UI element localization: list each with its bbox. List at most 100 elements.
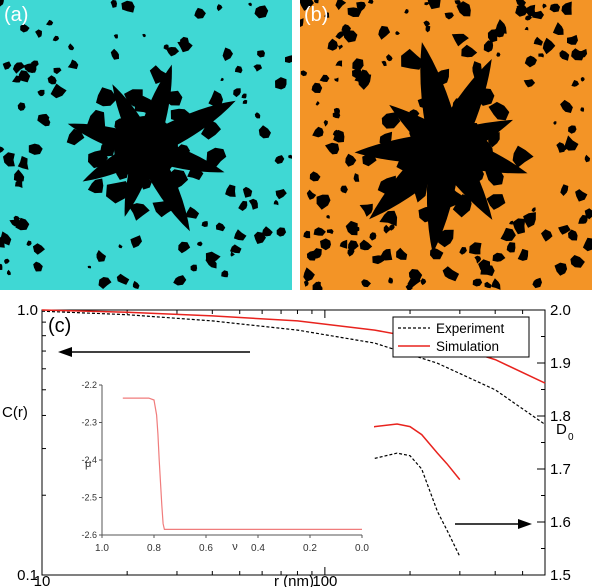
- small-domain: [6, 269, 11, 276]
- central-dendritic-domain: [66, 64, 236, 232]
- small-domain: [177, 41, 193, 53]
- small-domain: [222, 47, 233, 61]
- small-domain: [3, 152, 15, 167]
- small-domain: [320, 238, 331, 251]
- domain-branch: [96, 87, 118, 107]
- domain-branch: [106, 181, 132, 204]
- small-domain: [53, 67, 62, 75]
- y-right-tick-label: 1.6: [550, 514, 571, 531]
- small-domain: [474, 255, 482, 264]
- small-domain: [335, 60, 343, 67]
- domain-branch: [409, 179, 428, 203]
- small-domain: [472, 278, 483, 287]
- small-domain: [313, 227, 326, 236]
- small-domain: [395, 31, 400, 35]
- small-domain: [258, 125, 271, 139]
- small-domain: [0, 231, 12, 246]
- small-domain: [234, 65, 243, 74]
- small-domain: [337, 44, 343, 50]
- small-domain: [68, 43, 75, 51]
- domain-branch: [362, 153, 377, 167]
- small-domain: [12, 62, 26, 74]
- domain-branch: [488, 132, 500, 148]
- small-domain: [341, 24, 351, 33]
- small-domain: [509, 220, 514, 225]
- small-domain: [396, 247, 408, 260]
- small-domain: [525, 15, 532, 21]
- domain-branch: [165, 169, 189, 190]
- small-domain: [353, 173, 360, 182]
- small-domain: [0, 146, 5, 153]
- domain-branch: [488, 101, 510, 121]
- small-domain: [454, 0, 461, 5]
- small-domain: [116, 273, 130, 285]
- central-dendritic-domain: [354, 42, 534, 254]
- small-domain: [423, 20, 431, 28]
- small-domain: [31, 60, 39, 67]
- small-domain: [484, 281, 492, 289]
- domain-branch: [466, 123, 480, 133]
- domain-branch: [128, 203, 150, 221]
- panel-b-simulation-image: (b): [300, 0, 592, 290]
- plot-legend: Experiment Simulation: [392, 316, 530, 358]
- small-domain: [324, 12, 330, 18]
- domain-branch: [152, 199, 176, 218]
- small-domain: [491, 278, 501, 290]
- inset-y-tick-label: -2.3: [81, 418, 97, 428]
- domain-branch: [485, 169, 504, 186]
- small-domain: [580, 107, 585, 112]
- domain-branch: [472, 61, 482, 78]
- small-domain: [335, 0, 347, 11]
- small-domain: [205, 255, 217, 269]
- domain-branch: [208, 90, 223, 107]
- small-domain: [580, 77, 585, 82]
- small-domain: [33, 261, 43, 272]
- small-domain: [361, 279, 371, 288]
- domain-branch: [444, 185, 464, 208]
- small-domain: [303, 267, 315, 282]
- small-domain: [480, 264, 495, 277]
- small-domain: [221, 270, 229, 278]
- small-domain: [300, 18, 304, 27]
- small-domain: [37, 113, 50, 124]
- domain-branch: [87, 109, 106, 129]
- small-domain: [67, 59, 79, 70]
- y-right-tick-label: 1.8: [550, 408, 571, 425]
- domain-branch: [409, 129, 424, 142]
- small-domain: [165, 47, 180, 57]
- y-right-axis-label-subscript: 0: [568, 432, 574, 443]
- small-domain: [47, 75, 57, 85]
- small-domain: [560, 99, 573, 113]
- small-domain: [32, 243, 45, 255]
- small-domain: [345, 220, 358, 236]
- small-domain: [216, 4, 223, 12]
- small-domain: [300, 70, 308, 77]
- small-domain: [319, 196, 329, 207]
- small-domain: [326, 215, 330, 219]
- legend-simulation-label: Simulation: [436, 339, 499, 354]
- small-domain: [531, 207, 536, 212]
- small-domain: [52, 35, 60, 42]
- small-domain: [526, 4, 536, 17]
- small-domain: [130, 235, 142, 249]
- inset-x-tick-label: 0.2: [303, 543, 317, 554]
- small-domain: [451, 33, 469, 47]
- small-domain: [13, 215, 21, 222]
- inset-y-axis-label: μ: [85, 458, 91, 470]
- panel-a-simulation-image: (a): [0, 0, 292, 290]
- panel-c-label: (c): [48, 315, 71, 337]
- small-domain: [560, 184, 569, 196]
- correlation-experiment-line: [41, 310, 546, 425]
- domain-branch: [184, 206, 200, 219]
- y-right-axis-label: D: [556, 421, 567, 438]
- domain-branch: [433, 68, 450, 86]
- small-domain: [469, 242, 482, 255]
- small-domain: [420, 278, 427, 286]
- domain-branch: [100, 140, 115, 157]
- small-domain: [0, 0, 4, 7]
- small-domain: [380, 248, 393, 261]
- small-domain: [315, 101, 320, 106]
- small-domain: [309, 171, 321, 182]
- small-domain: [367, 0, 374, 4]
